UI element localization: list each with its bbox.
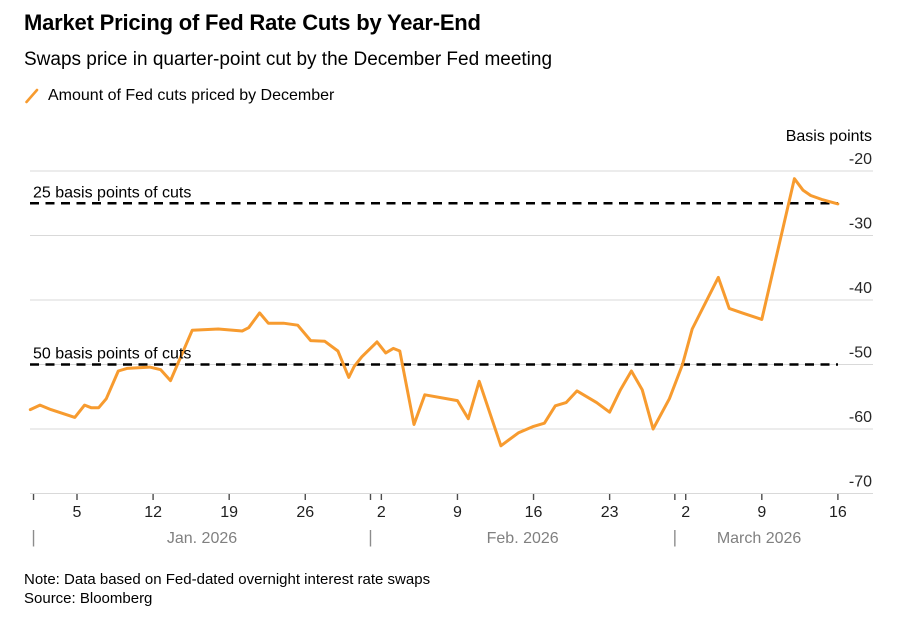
y-axis-unit-label: Basis points [786, 128, 872, 145]
x-tick-label: 19 [220, 504, 238, 521]
x-tick-label: 5 [73, 504, 82, 521]
y-tick-label: -20 [849, 151, 872, 168]
y-tick-label: -30 [849, 216, 872, 233]
page-title: Market Pricing of Fed Rate Cuts by Year-… [24, 10, 481, 35]
x-tick-label: 2 [377, 504, 386, 521]
y-tick-label: -70 [849, 474, 872, 491]
x-tick-label: 16 [829, 504, 847, 521]
source-credit: Source: Bloomberg [24, 590, 153, 607]
month-label: Jan. 2026 [167, 530, 237, 547]
month-label: Feb. 2026 [487, 530, 559, 547]
x-tick-label: 16 [525, 504, 543, 521]
orange-slash-icon [25, 88, 39, 104]
y-tick-label: -40 [849, 280, 872, 297]
y-tick-label: -50 [849, 345, 872, 362]
reference-line-label: 25 basis points of cuts [33, 184, 191, 201]
x-tick-label: 12 [144, 504, 162, 521]
x-tick-label: 26 [296, 504, 314, 521]
x-tick-label: 9 [453, 504, 462, 521]
reference-line-label: 50 basis points of cuts [33, 346, 191, 363]
legend: Amount of Fed cuts priced by December [24, 87, 334, 105]
page-subtitle: Swaps price in quarter-point cut by the … [24, 49, 553, 70]
legend-series-label: Amount of Fed cuts priced by December [48, 87, 335, 104]
y-tick-label: -60 [849, 409, 872, 426]
series-line-fed-cuts [28, 177, 840, 448]
footnote: Note: Data based on Fed-dated overnight … [24, 571, 431, 588]
month-label: March 2026 [717, 530, 802, 547]
x-tick-label: 9 [757, 504, 766, 521]
x-tick-label: 23 [601, 504, 619, 521]
x-tick-label: 2 [681, 504, 690, 521]
